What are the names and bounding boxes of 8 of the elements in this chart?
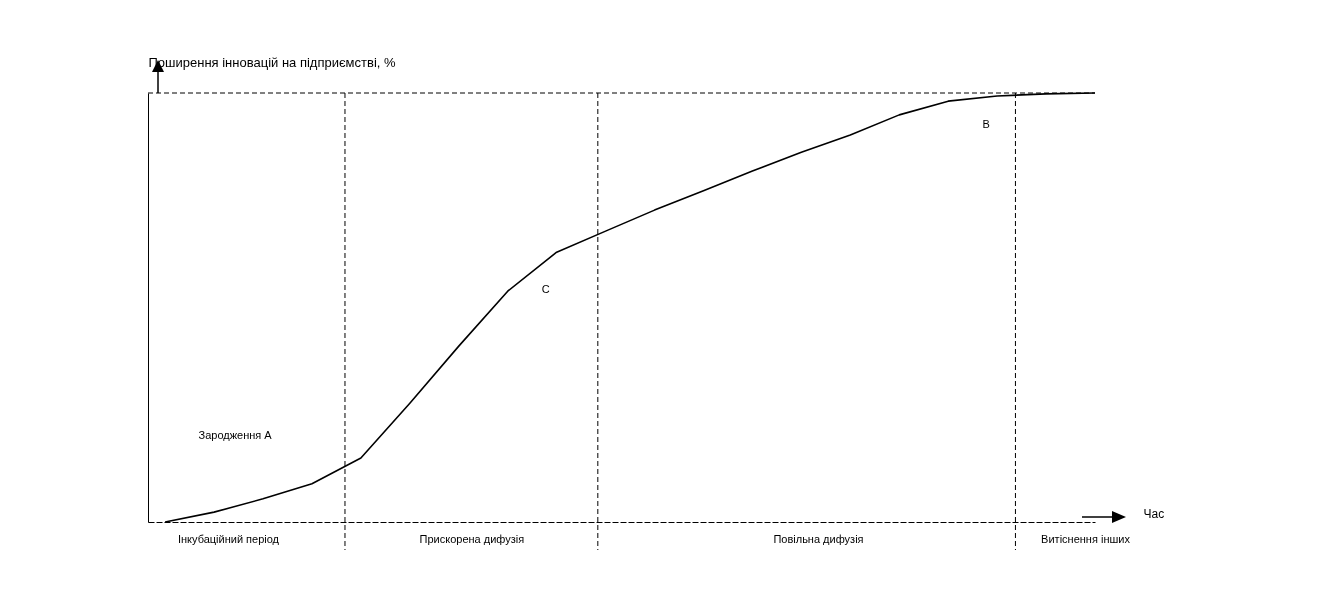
annotation: B [982,118,990,131]
text: Витіснення інших [1041,533,1131,546]
text: Повільна дифузія [773,533,864,546]
text: Інкубаційний період [177,533,280,546]
x-axis-title: Час [1143,506,1165,521]
annotation: C [541,283,550,296]
annotation: Зародження А [198,429,273,442]
text: Прискорена дифузія [419,533,525,546]
